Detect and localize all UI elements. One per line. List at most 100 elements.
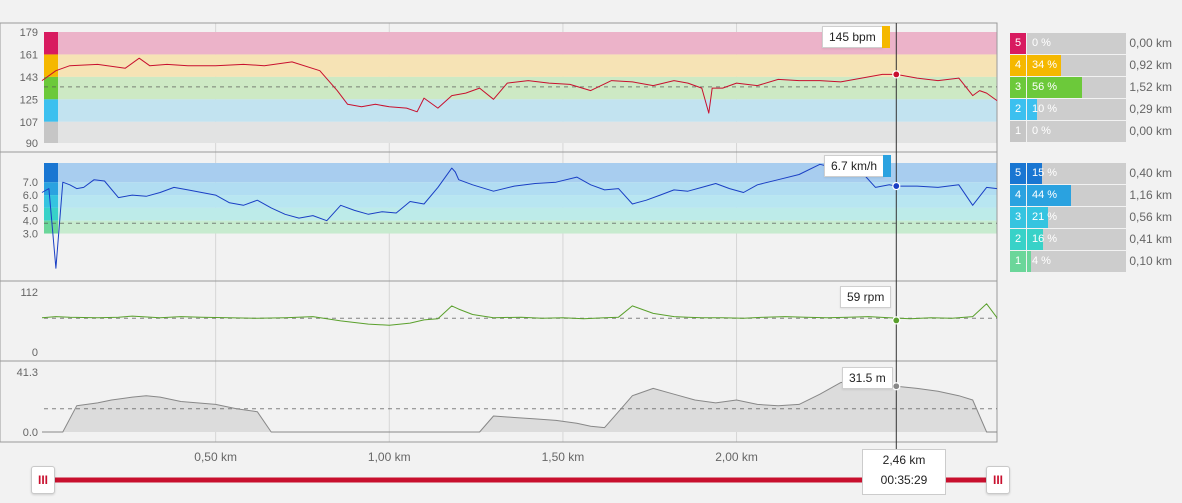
speed-zone-row-3: 3 21 % 0,56 km [1010,207,1172,228]
speed-zone-swatch-5 [44,163,58,183]
speed-tooltip-value: 6.7 [831,159,848,173]
hr-zone-row-5: 5 0 % 0,00 km [1010,33,1172,54]
speed-ytick-0: 7.0 [23,177,38,189]
hr-zone-row-1: 1 0 % 0,00 km [1010,121,1172,142]
speed-zone-swatch-4 [44,182,58,196]
hr-zone-row-3: 3 56 % 1,52 km [1010,77,1172,98]
hr-zone-number: 4 [1010,55,1026,76]
speed-zone-bar: 21 % [1027,207,1126,228]
speed-zone-number: 1 [1010,251,1026,272]
speed-zone-band-4 [58,182,997,196]
speed-zone-marker [883,155,892,177]
hr-zone-distance: 0,00 km [1129,36,1172,50]
speed-zone-distance: 0,10 km [1129,254,1172,268]
speed-zone-bar-fill [1027,207,1048,228]
hr-ytick-4: 107 [20,117,38,129]
hr-cursor-dot [892,70,901,79]
hr-zone-band-1 [58,121,997,143]
cadence-ytick-1: 0 [32,347,38,359]
range-end-handle[interactable]: III [986,466,1010,494]
hr-zone-distance: 0,29 km [1129,102,1172,116]
speed-cursor-dot [892,181,901,191]
hr-zone-distance: 1,52 km [1129,80,1172,94]
cadence-tooltip-value: 59 rpm [847,290,885,304]
hr-tooltip-unit: bpm [852,30,876,44]
range-start-handle-grip: III [37,473,48,487]
hr-zone-bar: 10 % [1027,99,1126,120]
hr-ytick-1: 161 [20,49,38,61]
speed-line [41,163,998,269]
speed-zone-bar: 15 % [1027,163,1126,184]
speed-zone-bar: 4 % [1027,251,1126,272]
hr-zone-bar-fill [1027,55,1061,76]
speed-zone-bar-fill [1027,251,1031,272]
speed-zone-row-2: 2 16 % 0,41 km [1010,229,1172,250]
hr-zone-row-4: 4 34 % 0,92 km [1010,55,1172,76]
speed-zone-swatch-1 [44,220,58,234]
speed-zone-bar: 16 % [1027,229,1126,250]
hr-zone-bar: 0 % [1027,121,1126,142]
hr-zone-percent: 56 % [1032,81,1058,93]
speed-ytick-3: 4.0 [23,216,38,228]
hr-zone-number: 1 [1010,121,1026,142]
hr-zone-marker [881,26,890,48]
speed-zone-number: 4 [1010,185,1026,206]
hr-zone-percent: 34 % [1032,59,1058,71]
speed-zone-band-3 [58,195,997,208]
hr-zone-percent: 10 % [1032,103,1058,115]
hr-zone-number: 2 [1010,99,1026,120]
hr-zone-bar: 56 % [1027,77,1126,98]
x-tick-label-2: 1,50 km [542,450,585,464]
speed-zone-percent: 44 % [1032,189,1058,201]
speed-zone-bar-fill [1027,163,1042,184]
hr-zone-swatch-3 [44,76,58,100]
speed-zone-number: 3 [1010,207,1026,228]
hr-zone-bar-fill [1027,77,1083,98]
speed-zone-percent: 16 % [1032,233,1058,245]
hr-zone-distance: 0,00 km [1129,124,1172,138]
speed-ytick-1: 6.0 [23,190,38,202]
hr-ytick-3: 125 [20,94,38,106]
x-tick-label-1: 1,00 km [368,450,411,464]
speed-zone-swatch-3 [44,195,58,208]
hr-zone-band-3 [58,76,997,100]
chart-frame [0,22,998,443]
cursor-readout: 2,46 km 00:35:29 [862,449,946,495]
hr-tooltip-value: 145 [829,30,850,44]
speed-zone-bar-fill [1027,229,1043,250]
speed-tooltip-unit: km/h [851,159,878,173]
range-start-handle[interactable]: III [31,466,55,494]
speed-ytick-2: 5.0 [23,203,38,215]
hr-zone-band-2 [58,99,997,122]
hr-zone-bar-fill [1027,99,1037,120]
hr-zone-band-4 [58,54,997,77]
speed-zone-bar-fill [1027,185,1071,206]
speed-zone-row-4: 4 44 % 1,16 km [1010,185,1172,206]
speed-zone-band-1 [58,220,997,234]
speed-zone-distance: 0,40 km [1129,166,1172,180]
speed-zone-number: 2 [1010,229,1026,250]
hr-ytick-2: 143 [20,72,38,84]
hr-zone-number: 3 [1010,77,1026,98]
speed-zone-bar: 44 % [1027,185,1126,206]
speed-zone-band-5 [58,163,997,183]
hr-zone-bar: 0 % [1027,33,1126,54]
hr-zone-swatch-4 [44,54,58,77]
altitude-ytick-1: 0.0 [23,427,38,439]
hr-zone-bar: 34 % [1027,55,1126,76]
hr-zone-swatch-2 [44,99,58,122]
cursor-distance: 2,46 km [882,453,926,467]
speed-zone-distance: 1,16 km [1129,188,1172,202]
speed-tooltip: 6.7 km/h [824,155,892,177]
cadence-tooltip: 59 rpm [840,286,892,308]
hr-zone-band-5 [58,32,997,55]
altitude-tooltip-value: 31.5 m [849,371,886,385]
altitude-ytick-0: 41.3 [17,367,38,379]
hr-line [41,57,998,114]
x-tick-label-3: 2,00 km [715,450,758,464]
hr-zone-distance: 0,92 km [1129,58,1172,72]
altitude-tooltip: 31.5 m [842,367,893,389]
x-tick-label-0: 0,50 km [194,450,237,464]
